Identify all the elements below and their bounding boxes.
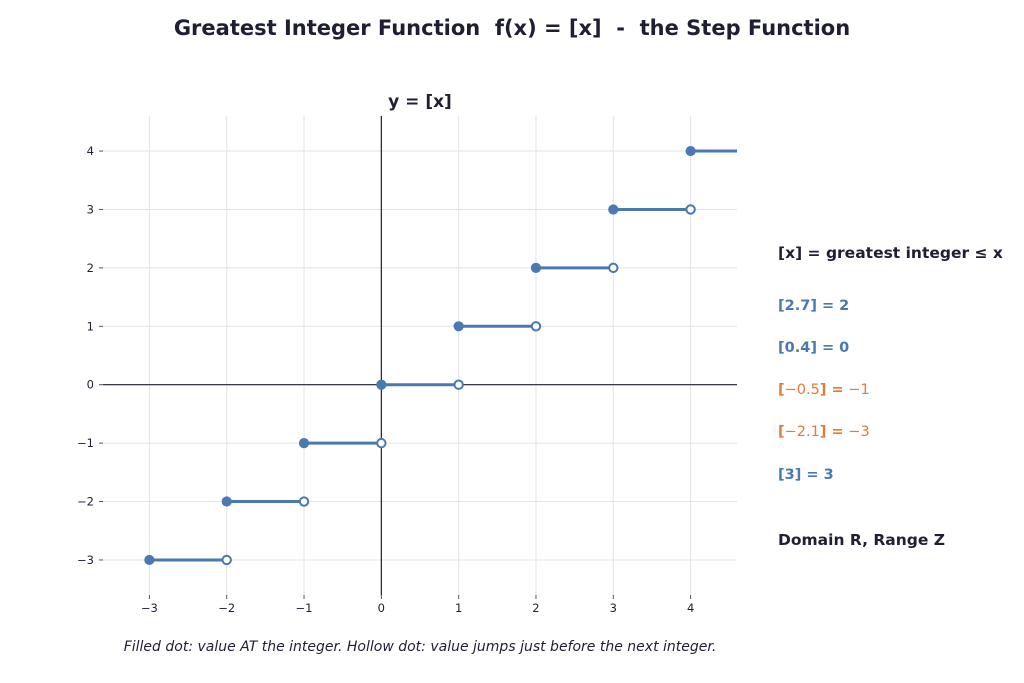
- step-filled-dot-5: [530, 262, 542, 273]
- step-filled-dot-3: [376, 379, 387, 390]
- x-tick-label-2: −1: [296, 601, 313, 615]
- y-tick-label-1: −2: [77, 495, 94, 509]
- example-3-result: −1: [843, 382, 870, 398]
- step-function-chart: −3 −2 −1 0 1 2 3 4 −3 −2 −1 0 1 2 3 4 y = [x]: [77, 92, 737, 615]
- step-hollow-dot-6: [685, 204, 696, 215]
- x-tick-label-5: 2: [532, 601, 539, 615]
- step-filled-dot-0: [144, 554, 155, 566]
- example-3-close-eq: ] =: [819, 382, 844, 398]
- definition-heading: [x] = greatest integer ≤ x: [778, 244, 1003, 262]
- step-filled-dot-6: [608, 204, 619, 215]
- example-5: [3] = 3: [778, 467, 834, 483]
- step-hollow-dot-0: [221, 554, 232, 566]
- example-4-result: −3: [843, 424, 870, 440]
- example-3: [−0.5] = −1: [778, 382, 870, 398]
- y-tick-label-0: −3: [77, 553, 94, 567]
- y-tick-label-4: 1: [87, 319, 94, 333]
- step-hollow-dot-3: [453, 379, 464, 390]
- y-tick-label-5: 2: [87, 261, 94, 275]
- example-3-open-bracket: [: [778, 382, 785, 398]
- x-tick-label-4: 1: [455, 601, 462, 615]
- step-hollow-dot-5: [608, 262, 619, 274]
- example-4: [−2.1] = −3: [778, 424, 870, 440]
- domain-range-note: Domain R, Range Z: [778, 531, 946, 549]
- caption: Filled dot: value AT the integer. Hollow…: [123, 639, 717, 655]
- example-1: [2.7] = 2: [778, 298, 850, 314]
- step-filled-dot-7: [685, 145, 696, 157]
- x-tick-label-6: 3: [610, 601, 617, 615]
- chart-title: y = [x]: [388, 92, 452, 112]
- example-2: [0.4] = 0: [778, 340, 850, 356]
- y-tick-label-6: 3: [87, 202, 94, 216]
- x-tick-label-3: 0: [378, 601, 385, 615]
- y-tick-label-7: 4: [87, 144, 94, 158]
- x-tick-label-1: −2: [218, 601, 235, 615]
- example-4-close-eq: ] =: [819, 424, 844, 440]
- x-tick-label-7: 4: [687, 601, 694, 615]
- step-hollow-dot-4: [530, 321, 542, 332]
- example-3-argument: −0.5: [784, 382, 820, 398]
- example-4-argument: −2.1: [784, 424, 820, 440]
- page-title: Greatest Integer Function f(x) = [x] - t…: [173, 16, 851, 40]
- x-tick-label-0: −3: [141, 601, 158, 615]
- step-filled-dot-4: [453, 321, 464, 332]
- step-hollow-dot-2: [376, 437, 387, 449]
- step-filled-dot-1: [221, 496, 232, 507]
- y-tick-label-2: −1: [77, 436, 94, 450]
- step-filled-dot-2: [298, 438, 310, 449]
- y-tick-label-3: 0: [87, 378, 94, 392]
- step-hollow-dot-1: [298, 496, 310, 507]
- example-4-open-bracket: [: [778, 424, 785, 440]
